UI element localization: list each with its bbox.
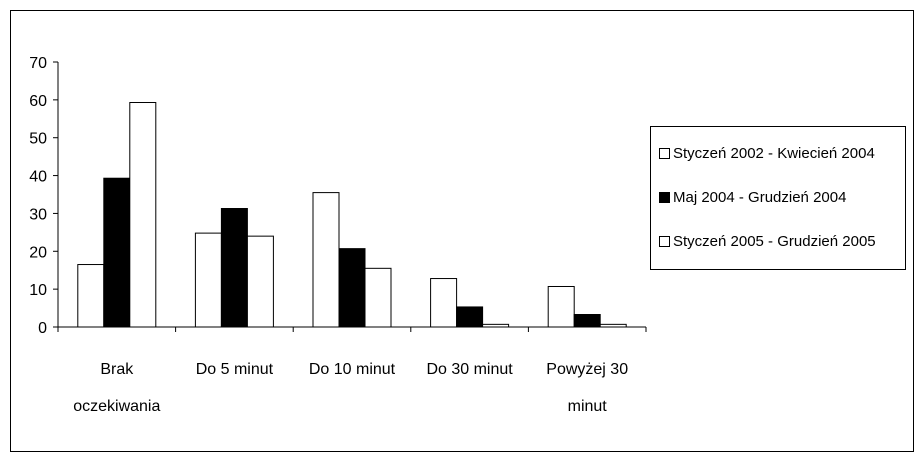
y-axis: 0 10 20 30 40 50 60 70 xyxy=(29,55,59,337)
y-tick-label-7: 70 xyxy=(29,55,47,72)
legend-item-1: Styczeń 2002 - Kwiecień 2004 xyxy=(659,145,875,162)
legend-item-2: Maj 2004 - Grudzień 2004 xyxy=(659,189,846,206)
x-axis: Brak oczekiwania Do 5 minut Do 10 minut Do 3… xyxy=(57,326,647,415)
category-label-4-1: minut xyxy=(568,398,608,415)
y-tick-label-0: 0 xyxy=(38,320,47,337)
bar-s2-c5 xyxy=(573,314,601,328)
legend-label-3: Styczeń 2005 - Grudzień 2005 xyxy=(673,233,876,250)
bar-s1-c5 xyxy=(547,285,575,328)
bar-s3-c4 xyxy=(482,323,510,328)
bar-s1-c4 xyxy=(430,278,458,328)
bar-s1-c3 xyxy=(312,192,340,328)
y-tick-label-1: 10 xyxy=(29,282,47,299)
y-tick-label-2: 20 xyxy=(29,244,47,261)
category-label-0-1: oczekiwania xyxy=(73,398,160,415)
legend-swatch-1 xyxy=(659,148,670,159)
bars xyxy=(77,102,627,328)
bar-s2-c1 xyxy=(103,177,131,328)
bar-s2-c2 xyxy=(220,208,248,328)
legend-swatch-3 xyxy=(659,236,670,247)
y-tick-label-6: 60 xyxy=(29,93,47,110)
legend-label-2: Maj 2004 - Grudzień 2004 xyxy=(673,189,847,206)
y-tick-label-3: 30 xyxy=(29,206,47,223)
bar-s1-c2 xyxy=(194,232,222,328)
bar-s2-c3 xyxy=(338,248,366,328)
bar-s3-c2 xyxy=(246,235,274,328)
bar-s1-c1 xyxy=(77,264,105,328)
y-tick-label-4: 40 xyxy=(29,169,47,186)
legend-label-1: Styczeń 2002 - Kwiecień 2004 xyxy=(673,145,875,162)
category-label-3-0: Do 30 minut xyxy=(426,361,513,378)
bar-s3-c3 xyxy=(364,267,392,328)
bar-s3-c5 xyxy=(599,323,627,328)
category-label-1-0: Do 5 minut xyxy=(196,361,274,378)
bar-s2-c4 xyxy=(456,306,484,328)
category-label-2-0: Do 10 minut xyxy=(309,361,396,378)
y-tick-label-5: 50 xyxy=(29,131,47,148)
legend-swatch-2 xyxy=(659,192,670,203)
bar-s3-c1 xyxy=(129,102,157,328)
legend-item-3: Styczeń 2005 - Grudzień 2005 xyxy=(659,233,876,250)
legend: Styczeń 2002 - Kwiecień 2004 Maj 2004 - … xyxy=(650,126,906,270)
category-label-0-0: Brak xyxy=(100,361,134,378)
category-label-4-0: Powyżej 30 xyxy=(546,361,628,378)
